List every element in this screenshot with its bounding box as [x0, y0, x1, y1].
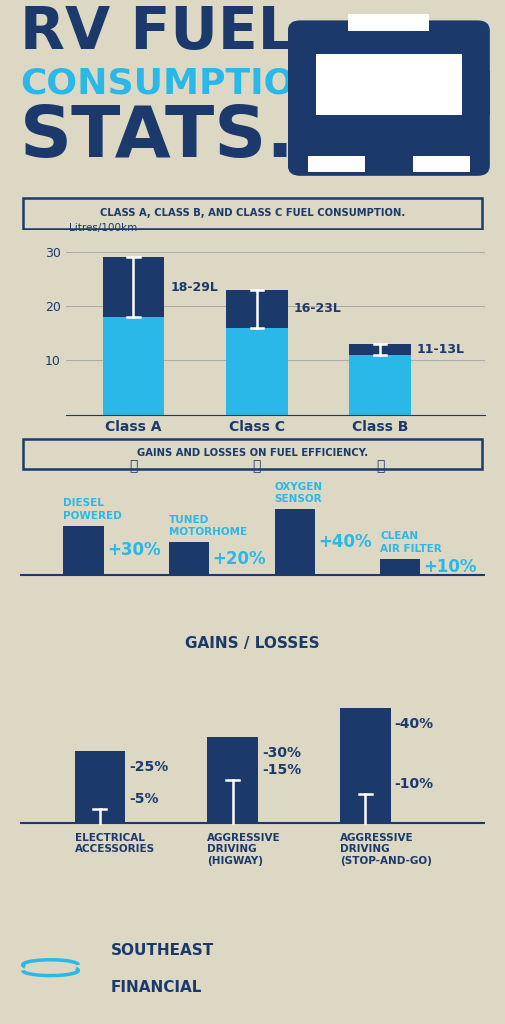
Bar	[226, 328, 287, 415]
Text: GAINS / LOSSES: GAINS / LOSSES	[185, 636, 320, 650]
Text: CONSUMPTION: CONSUMPTION	[20, 67, 325, 100]
Bar	[64, 525, 104, 575]
Text: +40%: +40%	[318, 534, 372, 551]
Text: FINANCIAL: FINANCIAL	[111, 980, 203, 995]
Text: 🚌: 🚌	[252, 460, 261, 473]
Bar	[348, 13, 429, 31]
Text: +10%: +10%	[424, 558, 477, 575]
Text: ELECTRICAL
ACCESSORIES: ELECTRICAL ACCESSORIES	[75, 833, 155, 854]
Bar	[103, 317, 164, 415]
Bar	[316, 54, 462, 115]
Text: 🚌: 🚌	[376, 460, 384, 473]
Text: -40%: -40%	[394, 717, 434, 731]
Bar	[208, 737, 258, 823]
Bar	[288, 71, 302, 115]
Bar	[340, 709, 390, 823]
Text: CLEAN
AIR FILTER: CLEAN AIR FILTER	[380, 531, 442, 554]
Text: +30%: +30%	[107, 542, 161, 559]
Text: Litres/100km: Litres/100km	[69, 223, 137, 232]
Bar	[349, 344, 411, 355]
FancyBboxPatch shape	[288, 20, 490, 176]
Text: DIESEL
POWERED: DIESEL POWERED	[64, 499, 122, 520]
Bar	[226, 290, 287, 328]
Bar	[75, 752, 125, 823]
Text: CLASS A, CLASS B, AND CLASS C FUEL CONSUMPTION.: CLASS A, CLASS B, AND CLASS C FUEL CONSU…	[100, 208, 405, 218]
Bar	[275, 509, 315, 575]
Text: STATS.: STATS.	[20, 103, 295, 172]
Text: 🚌: 🚌	[129, 460, 138, 473]
Text: SOUTHEAST: SOUTHEAST	[111, 943, 214, 958]
Text: -15%: -15%	[262, 763, 301, 777]
Text: -5%: -5%	[129, 792, 159, 806]
Text: RV FUEL: RV FUEL	[20, 4, 295, 60]
Text: 16-23L: 16-23L	[294, 302, 341, 315]
Text: -25%: -25%	[129, 760, 168, 774]
Text: 11-13L: 11-13L	[417, 343, 465, 356]
Text: -10%: -10%	[394, 777, 434, 792]
Text: 18-29L: 18-29L	[170, 281, 218, 294]
Text: TUNED
MOTORHOME: TUNED MOTORHOME	[169, 515, 247, 538]
Text: -30%: -30%	[262, 745, 301, 760]
Text: OXYGEN
SENSOR: OXYGEN SENSOR	[275, 482, 323, 504]
Text: GAINS AND LOSSES ON FUEL EFFICIENCY.: GAINS AND LOSSES ON FUEL EFFICIENCY.	[137, 449, 368, 459]
Text: AGGRESSIVE
DRIVING
(STOP-AND-GO): AGGRESSIVE DRIVING (STOP-AND-GO)	[340, 833, 432, 866]
Bar	[349, 355, 411, 415]
Bar	[169, 542, 209, 575]
Bar	[308, 156, 365, 172]
Text: +20%: +20%	[213, 550, 266, 567]
Bar	[380, 559, 420, 575]
Bar	[103, 257, 164, 317]
Text: AGGRESSIVE
DRIVING
(HIGWAY): AGGRESSIVE DRIVING (HIGWAY)	[208, 833, 281, 866]
Bar	[413, 156, 470, 172]
Bar	[476, 71, 490, 115]
